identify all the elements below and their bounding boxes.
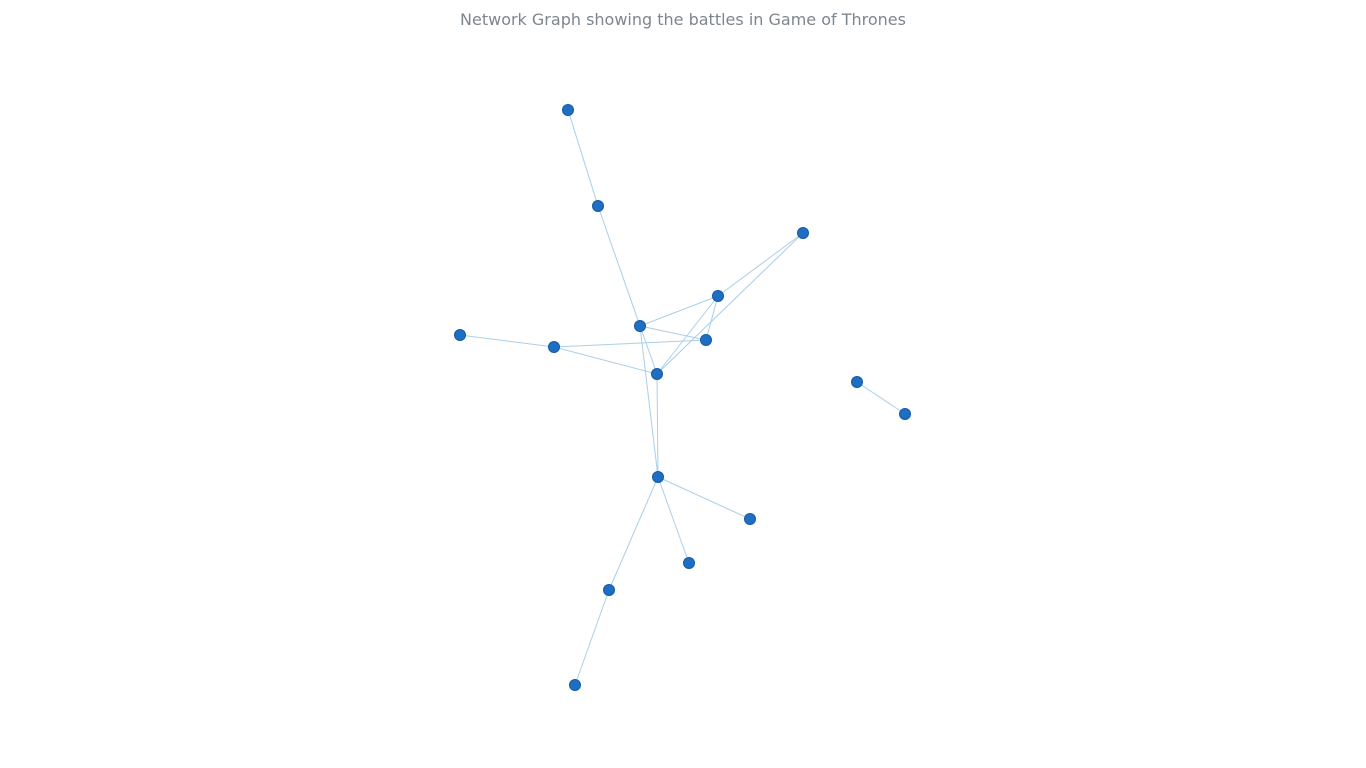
graph-edge	[459, 334, 555, 348]
graph-node[interactable]	[700, 334, 712, 346]
graph-edge	[639, 325, 658, 375]
graph-node[interactable]	[569, 679, 581, 691]
graph-edge	[574, 589, 610, 686]
graph-node[interactable]	[634, 320, 646, 332]
graph-node[interactable]	[851, 376, 863, 388]
graph-edge	[639, 325, 659, 478]
graph-edge	[856, 381, 906, 415]
graph-node[interactable]	[899, 408, 911, 420]
graph-edge	[553, 339, 707, 348]
graph-node[interactable]	[592, 200, 604, 212]
graph-edge	[656, 295, 719, 375]
graph-edge	[608, 476, 659, 591]
graph-node[interactable]	[548, 341, 560, 353]
graph-edge	[567, 109, 599, 207]
edges-group	[459, 109, 906, 686]
graph-node[interactable]	[744, 513, 756, 525]
graph-node[interactable]	[797, 227, 809, 239]
graph-node[interactable]	[683, 557, 695, 569]
graph-edge	[657, 476, 690, 564]
graph-node[interactable]	[562, 104, 574, 116]
graph-edge	[657, 476, 751, 520]
graph-edge	[553, 346, 658, 375]
graph-node[interactable]	[454, 329, 466, 341]
graph-node[interactable]	[652, 471, 664, 483]
nodes-group	[454, 104, 911, 691]
chart-title: Network Graph showing the battles in Gam…	[460, 10, 906, 29]
graph-edge	[639, 325, 707, 341]
graph-edge	[656, 232, 804, 375]
graph-edge	[639, 295, 719, 327]
graph-node[interactable]	[651, 368, 663, 380]
graph-node[interactable]	[603, 584, 615, 596]
graph-edge	[705, 295, 719, 341]
graph-edge	[717, 232, 804, 297]
graph-edge	[597, 205, 641, 327]
graph-node[interactable]	[712, 290, 724, 302]
graph-edge	[656, 373, 659, 478]
